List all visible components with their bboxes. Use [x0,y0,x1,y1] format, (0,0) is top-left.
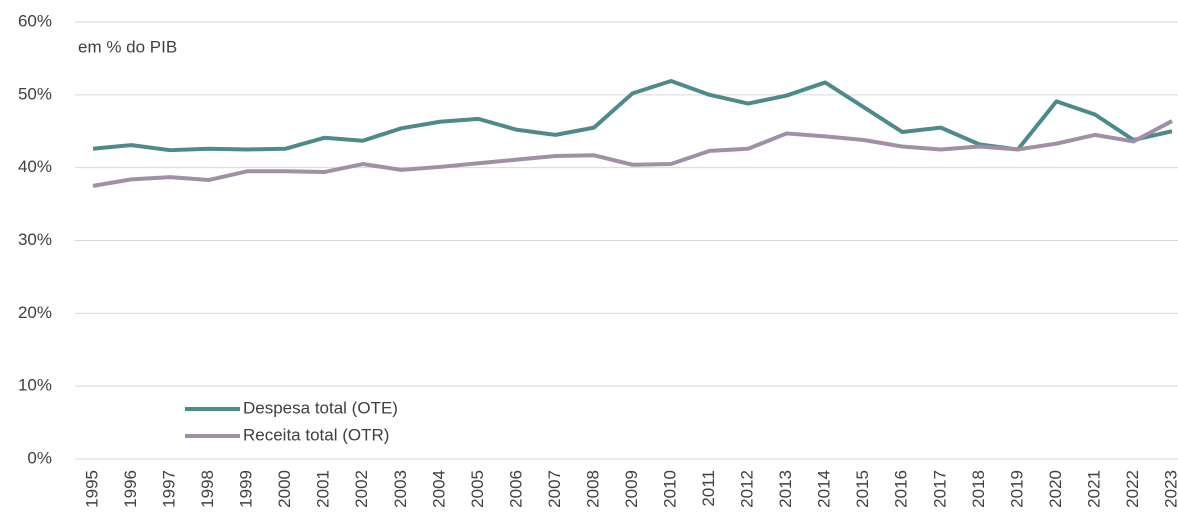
x-tick-label: 2016 [892,470,911,508]
x-tick-label: 2011 [699,470,718,507]
x-tick-label: 2009 [622,470,641,508]
x-tick-label: 2017 [930,470,949,508]
x-tick-label: 2003 [391,470,410,508]
x-tick-label: 2021 [1084,470,1103,508]
y-tick-label: 30% [18,230,52,249]
x-tick-label: 2005 [468,470,487,508]
x-tick-label: 2014 [815,470,834,508]
x-tick-label: 2015 [853,470,872,508]
x-tick-label: 2001 [314,470,333,508]
x-tick-label: 2019 [1007,470,1026,508]
y-tick-label: 10% [18,376,52,395]
data-line [92,78,1173,153]
x-tick-label: 2018 [969,470,988,508]
x-tick-label: 1995 [82,470,101,508]
x-tick-label: 1999 [237,470,256,508]
annotation: em % do PIB [78,37,177,56]
x-tick-label: 2008 [583,470,602,508]
x-tick-label: 1997 [160,470,179,508]
legend-label: Despesa total (OTE) [243,398,398,417]
y-tick-label: 40% [18,157,52,176]
y-tick-label: 0% [27,448,52,467]
x-tick-label: 2012 [738,470,757,508]
x-tick-label: 2022 [1123,470,1142,508]
data-line [92,119,1173,188]
x-tick-label: 1998 [198,470,217,508]
x-tick-label: 2023 [1161,470,1178,508]
y-tick-label: 20% [18,303,52,322]
x-tick-label: 2007 [545,470,564,508]
x-tick-label: 1996 [121,470,140,508]
x-tick-label: 2000 [275,470,294,508]
legend-label: Receita total (OTR) [243,425,389,444]
x-tick-label: 2010 [661,470,680,508]
x-tick-label: 2020 [1046,470,1065,508]
x-tick-label: 2006 [506,470,525,508]
x-tick-label: 2013 [776,470,795,508]
x-tick-label: 2004 [429,470,448,508]
x-tick-label: 2002 [352,470,371,508]
y-tick-label: 50% [18,84,52,103]
y-tick-label: 60% [18,11,52,30]
